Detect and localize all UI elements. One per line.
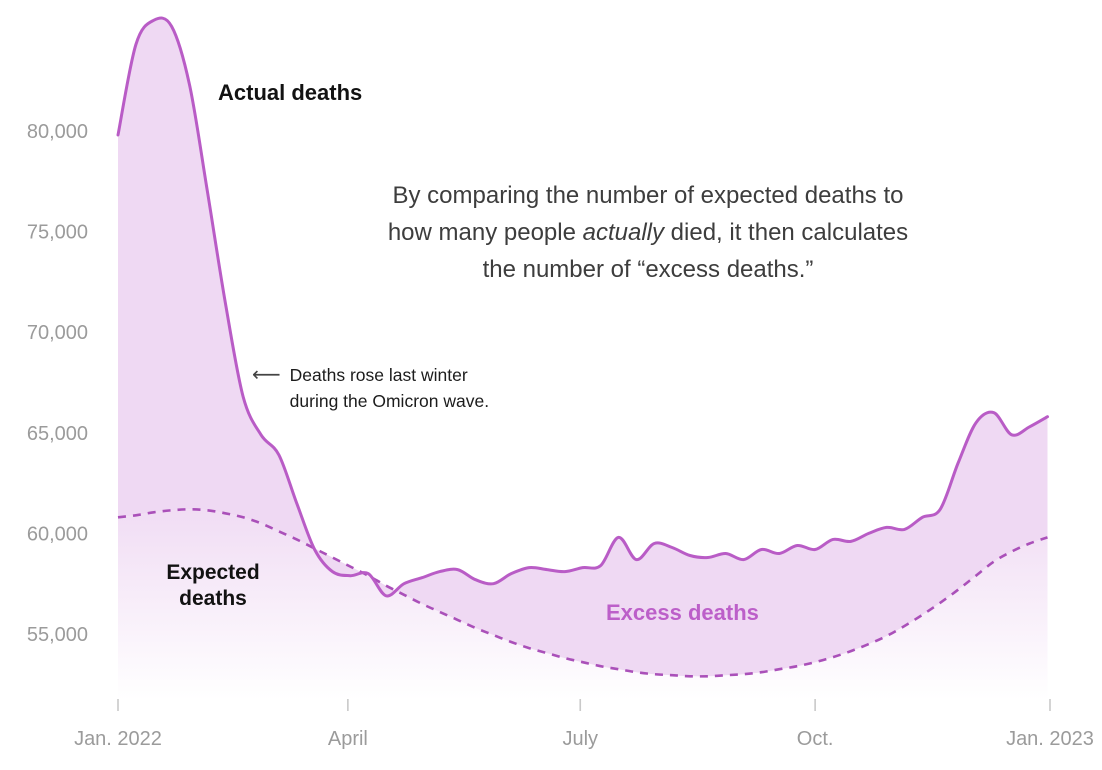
omicron-annotation: ⟵ Deaths rose last winter during the Omi… <box>252 362 489 414</box>
under-expected-fade <box>118 509 1048 705</box>
explainer-italic-word: actually <box>582 219 664 246</box>
omicron-annotation-text: Deaths rose last winter during the Omicr… <box>289 365 490 411</box>
y-axis-label: 55,000 <box>27 624 88 646</box>
y-axis-label: 75,000 <box>27 222 88 244</box>
chart-axes: 80,000 75,000 70,000 65,000 60,000 55,000 Jan.… <box>27 121 1094 750</box>
y-axis-label: 80,000 <box>27 121 88 143</box>
actual-deaths-label: Actual deaths <box>218 80 363 105</box>
y-axis-label: 70,000 <box>27 322 88 344</box>
y-axis-label: 65,000 <box>27 423 88 445</box>
x-axis-label: April <box>328 728 368 750</box>
x-axis-label: Oct. <box>797 728 834 750</box>
explainer-line-2: how many people actually died, it then c… <box>387 219 909 246</box>
x-axis-label: Jan. 2022 <box>74 728 162 750</box>
explainer-line-3: the number of “excess deaths.” <box>482 256 814 283</box>
explainer-line-1: By comparing the number of expected deat… <box>392 182 904 209</box>
x-axis-label: July <box>562 728 598 750</box>
y-axis-label: 60,000 <box>27 523 88 545</box>
x-axis-label: Jan. 2023 <box>1006 728 1094 750</box>
explainer-text: By comparing the number of expected deat… <box>330 177 966 288</box>
actual-deaths-line <box>116 16 1049 598</box>
expected-deaths-label: Expected deaths <box>166 561 260 610</box>
chart-fills <box>118 18 1048 705</box>
expected-deaths-line <box>117 507 1048 678</box>
left-arrow-icon: ⟵ <box>252 364 281 386</box>
chart-lines <box>116 16 1049 678</box>
excess-deaths-label: Excess deaths <box>606 600 759 625</box>
